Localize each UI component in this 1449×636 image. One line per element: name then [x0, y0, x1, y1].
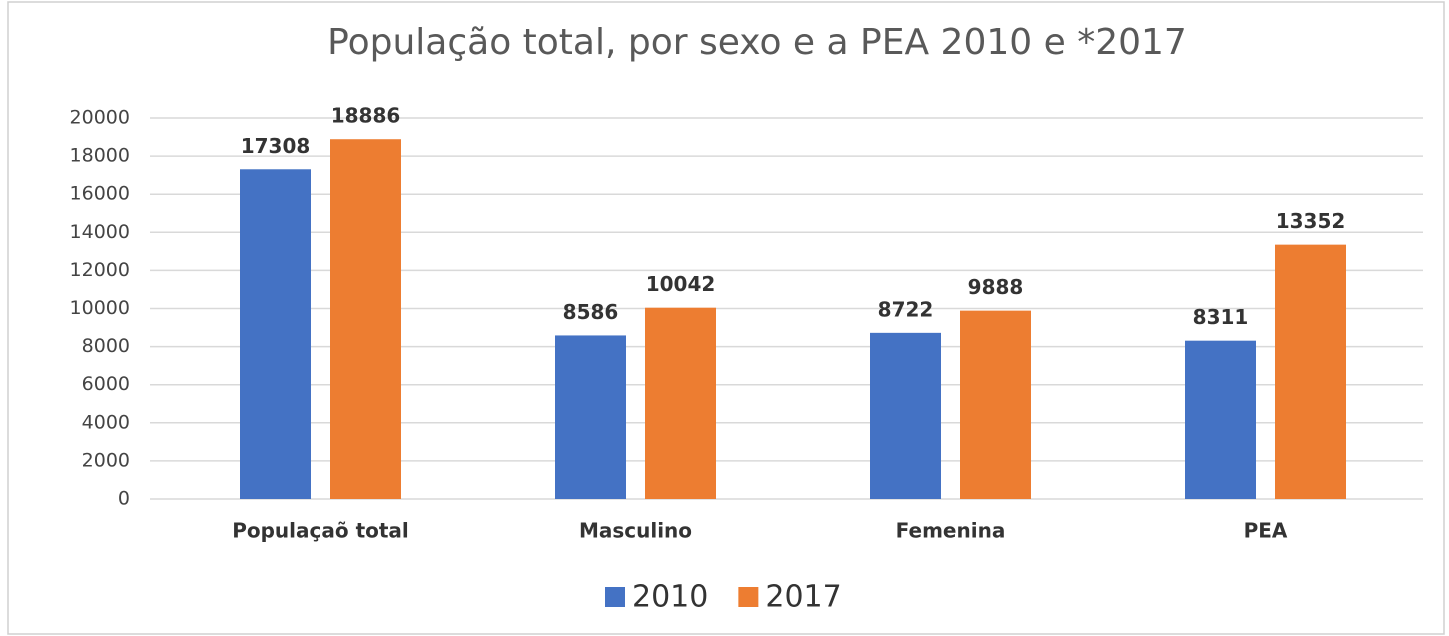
x-tick-label: Populaçaõ total	[232, 519, 409, 543]
y-tick-label: 2000	[82, 449, 130, 471]
bar	[240, 169, 311, 499]
legend-swatch	[738, 587, 759, 607]
chart-title: População total, por sexo e a PEA 2010 e…	[327, 22, 1187, 63]
data-label: 8311	[1193, 305, 1249, 329]
bar	[870, 332, 941, 499]
y-tick-label: 18000	[70, 145, 130, 167]
bar	[960, 310, 1031, 499]
bar	[645, 307, 716, 499]
y-tick-label: 4000	[82, 411, 130, 433]
data-label: 10042	[646, 272, 716, 296]
bar	[555, 335, 626, 499]
y-tick-label: 14000	[70, 221, 130, 243]
y-tick-label: 8000	[82, 335, 130, 357]
data-label: 9888	[968, 275, 1024, 299]
legend-label: 2017	[765, 580, 841, 615]
data-label: 8722	[878, 297, 934, 321]
y-tick-label: 0	[118, 488, 130, 510]
data-label: 13352	[1276, 209, 1346, 233]
y-tick-label: 12000	[70, 259, 130, 281]
legend-swatch	[605, 587, 625, 607]
data-label: 8586	[563, 300, 619, 324]
y-tick-label: 10000	[70, 297, 130, 319]
x-tick-label: Femenina	[896, 519, 1006, 543]
legend-label: 2010	[632, 580, 708, 615]
bar	[1275, 244, 1346, 499]
data-label: 17308	[241, 134, 311, 158]
y-tick-label: 20000	[70, 107, 130, 129]
x-tick-label: Masculino	[579, 519, 692, 543]
bar	[1185, 340, 1256, 499]
bar	[330, 139, 401, 500]
y-tick-label: 6000	[82, 373, 130, 395]
x-tick-label: PEA	[1244, 519, 1288, 543]
y-tick-label: 16000	[70, 183, 130, 205]
data-label: 18886	[331, 104, 401, 128]
